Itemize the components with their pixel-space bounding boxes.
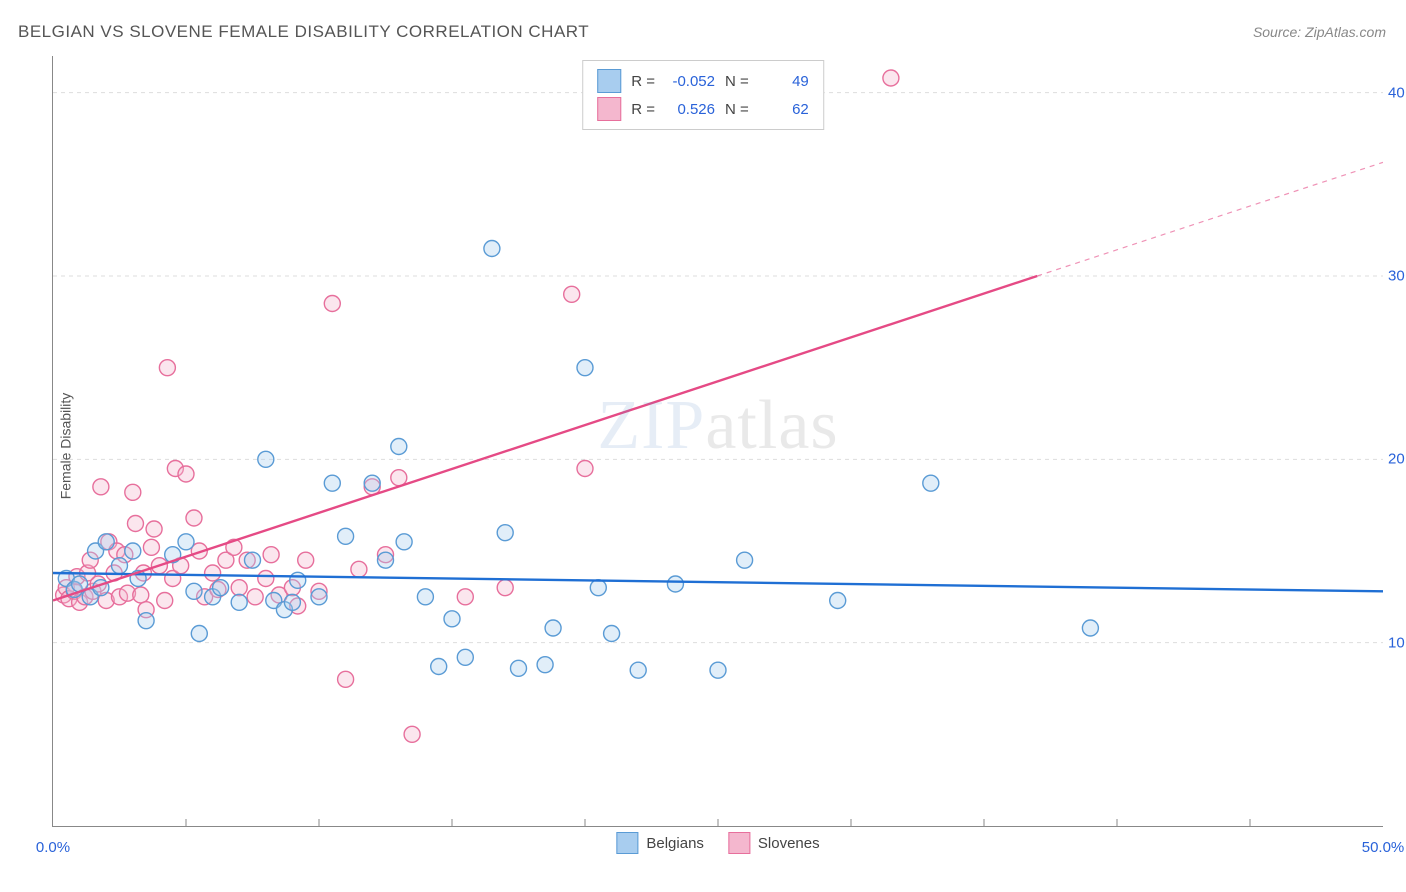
y-tick-label: 40.0%: [1388, 84, 1406, 101]
source-name: ZipAtlas.com: [1305, 24, 1386, 40]
swatch-belgians-icon: [616, 832, 638, 854]
swatch-belgians: [597, 69, 621, 93]
correlation-legend: R = -0.052 N = 49 R = 0.526 N = 62: [582, 60, 824, 130]
r-value-slovenes: 0.526: [665, 101, 715, 118]
legend-row-belgians: R = -0.052 N = 49: [597, 67, 809, 95]
source-attribution: Source: ZipAtlas.com: [1253, 24, 1386, 40]
legend-row-slovenes: R = 0.526 N = 62: [597, 95, 809, 123]
legend-label-slovenes: Slovenes: [758, 835, 820, 852]
swatch-slovenes: [597, 97, 621, 121]
n-value-slovenes: 62: [759, 101, 809, 118]
legend-item-belgians: Belgians: [616, 832, 704, 854]
y-tick-label: 30.0%: [1388, 268, 1406, 285]
source-prefix: Source:: [1253, 24, 1305, 40]
n-label: N =: [725, 101, 749, 118]
r-label: R =: [631, 73, 655, 90]
swatch-slovenes-icon: [728, 832, 750, 854]
legend-item-slovenes: Slovenes: [728, 832, 820, 854]
plot-area: ZIPatlas Belgians Slovenes 10.0%20.0%30.…: [52, 56, 1383, 827]
x-tick-label: 0.0%: [36, 839, 70, 856]
n-label: N =: [725, 73, 749, 90]
r-value-belgians: -0.052: [665, 73, 715, 90]
y-tick-label: 10.0%: [1388, 634, 1406, 651]
scatter-plot-svg: [53, 56, 1383, 826]
chart-title: BELGIAN VS SLOVENE FEMALE DISABILITY COR…: [18, 22, 589, 42]
legend-label-belgians: Belgians: [646, 835, 704, 852]
r-label: R =: [631, 101, 655, 118]
y-tick-label: 20.0%: [1388, 451, 1406, 468]
x-tick-label: 50.0%: [1362, 839, 1405, 856]
n-value-belgians: 49: [759, 73, 809, 90]
series-legend: Belgians Slovenes: [616, 832, 819, 854]
